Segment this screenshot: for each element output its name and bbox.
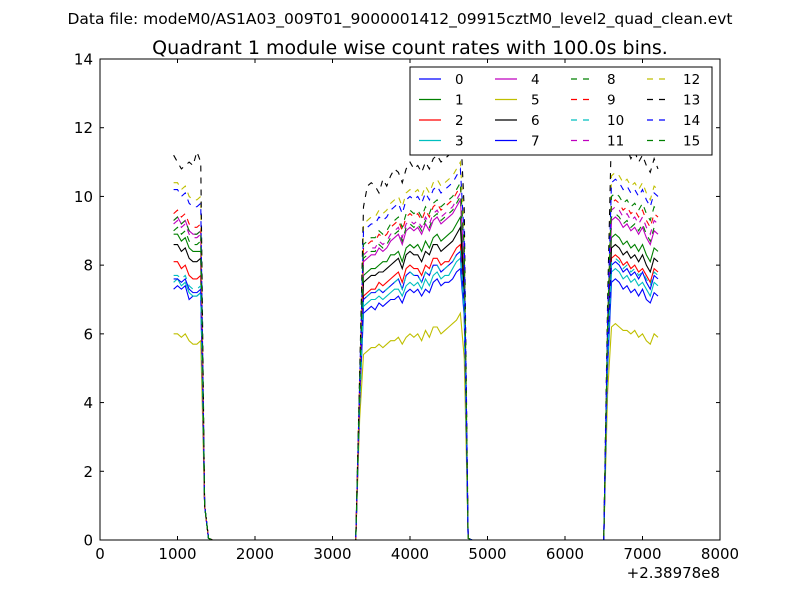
x-axis-offset-label: +2.38978e8 [627, 564, 720, 582]
series-line-10 [173, 250, 659, 540]
legend-label-8: 8 [607, 72, 616, 88]
axes: 0 1000 2000 3000 4000 5000 6000 7000 80000246810… [74, 51, 739, 583]
series-line-11 [173, 191, 659, 540]
series-line-8 [173, 194, 659, 540]
x-tick-label: 5000 [468, 545, 506, 563]
legend-label-12: 12 [683, 72, 700, 88]
y-tick-label: 2 [83, 463, 93, 481]
legend-label-7: 7 [531, 134, 540, 150]
series-line-2 [173, 243, 659, 540]
legend-label-13: 13 [683, 93, 700, 109]
plot-area [173, 124, 659, 540]
series-line-14 [173, 167, 659, 540]
x-tick-label: 2000 [236, 545, 274, 563]
series-line-3 [173, 257, 659, 540]
series-line-12 [173, 160, 659, 540]
legend-label-6: 6 [531, 113, 540, 129]
x-tick-label: 1000 [158, 545, 196, 563]
series-line-7 [173, 250, 659, 540]
series-line-9 [173, 184, 659, 540]
legend-label-14: 14 [683, 113, 700, 129]
legend-label-10: 10 [607, 113, 624, 129]
y-tick-label: 14 [74, 51, 93, 69]
legend-label-0: 0 [455, 72, 464, 88]
y-tick-label: 12 [74, 119, 93, 137]
legend-label-3: 3 [455, 134, 464, 150]
x-tick-label: 4000 [391, 545, 429, 563]
chart-suptitle: Data file: modeM0/AS1A03_009T01_90000014… [67, 10, 732, 29]
series-line-13 [173, 124, 659, 540]
legend-label-2: 2 [455, 113, 464, 129]
legend-label-9: 9 [607, 93, 616, 109]
y-tick-label: 0 [83, 532, 93, 550]
x-tick-label: 8000 [701, 545, 739, 563]
series-line-4 [173, 197, 659, 540]
x-tick-label: 6000 [546, 545, 584, 563]
legend-label-11: 11 [607, 134, 624, 150]
legend-label-4: 4 [531, 72, 540, 88]
chart-title: Quadrant 1 module wise count rates with … [152, 37, 668, 59]
series-line-0 [173, 267, 659, 540]
legend-label-1: 1 [455, 93, 464, 109]
x-tick-label: 7000 [623, 545, 661, 563]
y-tick-label: 6 [83, 325, 93, 343]
legend-label-15: 15 [683, 134, 700, 150]
series-line-5 [173, 311, 659, 540]
legend-label-5: 5 [531, 93, 540, 109]
x-tick-label: 3000 [313, 545, 351, 563]
series-line-6 [173, 225, 659, 540]
series-line-1 [173, 215, 659, 540]
y-tick-label: 8 [83, 257, 93, 275]
series-line-15 [173, 180, 659, 540]
y-tick-label: 4 [83, 394, 93, 412]
y-tick-label: 10 [74, 188, 93, 206]
x-tick-label: 0 [95, 545, 105, 563]
